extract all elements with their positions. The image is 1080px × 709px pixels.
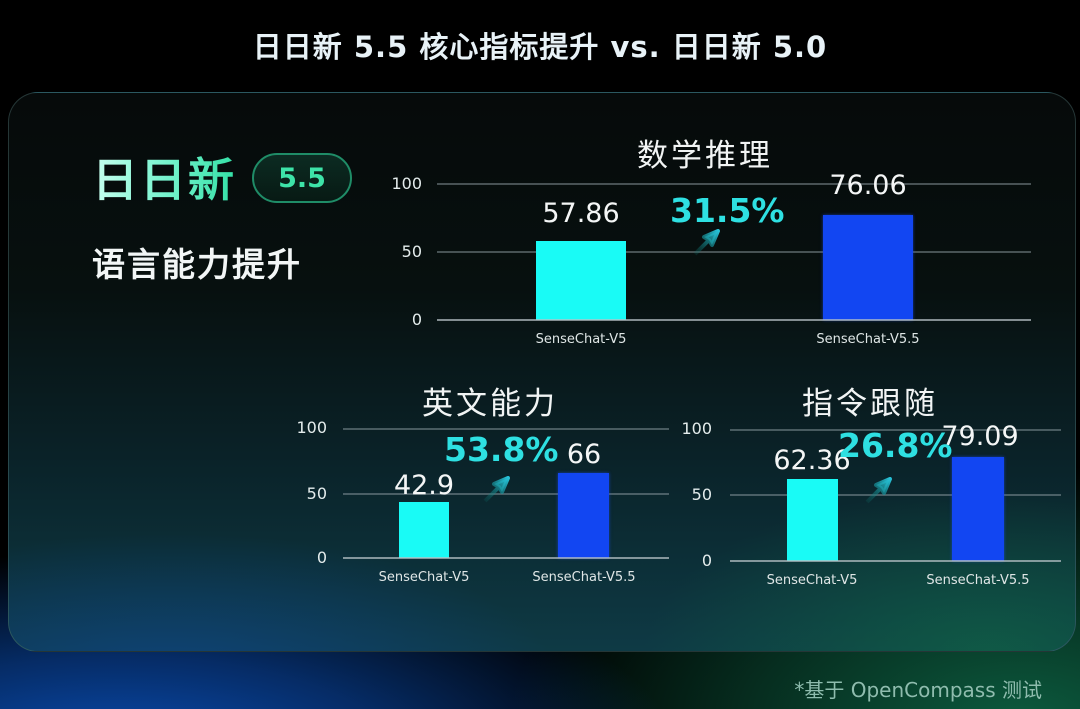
gridline-50: [437, 251, 1031, 253]
y-tick-50: 50: [401, 242, 422, 261]
bar-sensechat-v5: [787, 479, 838, 561]
y-tick-0: 0: [316, 548, 327, 567]
value-label-v5: 42.9: [393, 470, 455, 501]
gridline-100: [730, 429, 1061, 431]
bar-sensechat-v5: [399, 502, 449, 558]
bar-sensechat-v55: [952, 457, 1004, 561]
trend-up-arrow-icon: [865, 477, 892, 504]
bar-sensechat-v55: [558, 473, 609, 558]
version-badge: 5.5: [252, 153, 352, 203]
chart-title: 英文能力: [422, 386, 558, 422]
y-tick-0: 0: [411, 310, 422, 329]
y-tick-100: 100: [391, 174, 422, 193]
value-label-v5: 57.86: [542, 198, 620, 229]
y-tick-50: 50: [691, 485, 712, 504]
gridline-50: [343, 493, 669, 495]
brand-subtitle: 语言能力提升: [92, 245, 302, 284]
gridline-100: [343, 428, 669, 430]
x-label-v5: SenseChat-V5: [766, 573, 858, 588]
value-label-v5: 62.36: [773, 445, 851, 476]
x-axis: [437, 319, 1031, 321]
gridline-50: [730, 494, 1061, 496]
value-label-v55: 79.09: [941, 421, 1019, 452]
footnote: *基于 OpenCompass 测试: [794, 678, 1042, 702]
page-title: 日日新 5.5 核心指标提升 vs. 日日新 5.0: [252, 30, 828, 64]
x-label-v5: SenseChat-V5: [378, 570, 470, 585]
y-tick-100: 100: [681, 419, 712, 438]
bar-sensechat-v5: [536, 241, 626, 320]
value-label-v55: 66: [566, 439, 602, 470]
improvement-percent: 53.8%: [444, 430, 559, 469]
x-label-v55: SenseChat-V5.5: [816, 332, 920, 347]
x-label-v5: SenseChat-V5: [535, 332, 627, 347]
x-label-v55: SenseChat-V5.5: [926, 573, 1030, 588]
x-label-v55: SenseChat-V5.5: [532, 570, 636, 585]
value-label-v55: 76.06: [829, 170, 907, 201]
trend-up-arrow-icon: [483, 476, 510, 503]
gridline-100: [437, 183, 1031, 185]
y-tick-100: 100: [296, 418, 327, 437]
improvement-percent: 31.5%: [670, 191, 785, 230]
x-axis: [730, 560, 1061, 562]
trend-up-arrow-icon: [693, 229, 720, 256]
x-axis: [343, 557, 669, 559]
brand-name: 日日新: [92, 150, 236, 210]
y-tick-50: 50: [306, 484, 327, 503]
bar-sensechat-v55: [823, 215, 913, 320]
chart-title: 指令跟随: [802, 386, 938, 422]
improvement-percent: 26.8%: [838, 426, 953, 465]
chart-title: 数学推理: [637, 138, 773, 174]
y-tick-0: 0: [701, 551, 712, 570]
